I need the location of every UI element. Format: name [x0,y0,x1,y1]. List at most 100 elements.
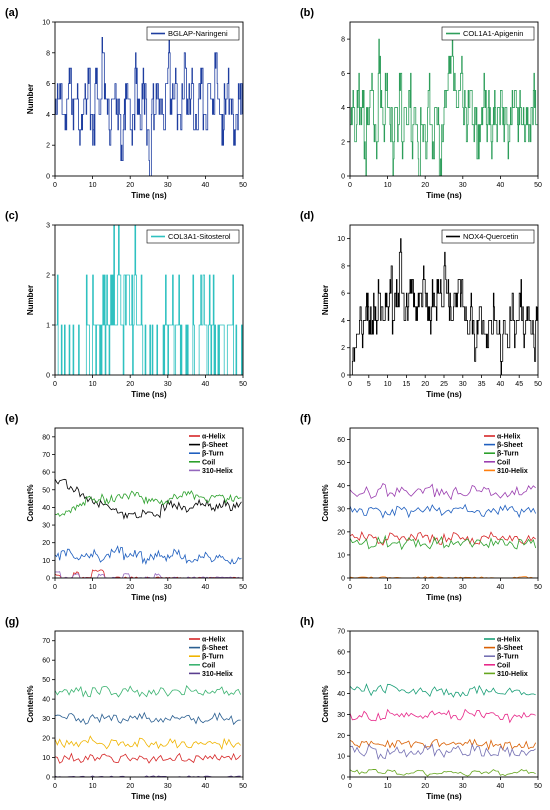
x-tick-label: 30 [459,584,467,591]
x-tick-label: 0 [53,182,57,189]
x-tick-label: 40 [202,182,210,189]
x-tick-label: 20 [421,182,429,189]
y-tick-label: 30 [337,506,345,513]
legend-label: α-Helix [497,434,520,441]
y-tick-label: 20 [42,736,50,743]
x-tick-label: 0 [53,783,57,790]
y-tick-label: 50 [337,670,345,677]
y-axis-label: Number [26,285,35,315]
chart-panel-4: (d) 0 5 10 15 20 25 30 35 40 45 50 0 2 4 6 8 10 Time (ns) N… [300,210,542,399]
y-tick-label: 70 [42,638,50,645]
y-tick-label: 4 [341,318,345,325]
y-tick-label: 20 [337,733,345,740]
panel-label: (a) [5,7,19,19]
y-tick-label: 70 [42,452,50,459]
legend-label: β-Turn [202,451,224,458]
y-tick-label: 0 [341,174,345,181]
x-tick-label: 10 [89,783,97,790]
legend-label: Coil [497,662,510,669]
legend-label: α-Helix [202,637,225,644]
y-tick-label: 8 [46,50,50,57]
y-tick-label: 6 [341,291,345,298]
x-tick-label: 50 [239,381,247,388]
legend-box [441,26,535,41]
x-tick-label: 50 [239,182,247,189]
x-tick-label: 0 [53,381,57,388]
x-tick-label: 30 [164,584,172,591]
y-tick-label: 2 [341,345,345,352]
y-tick-label: 80 [42,434,50,441]
x-tick-label: 30 [164,381,172,388]
y-tick-label: 50 [337,460,345,467]
legend-label: β-Turn [497,451,519,458]
y-tick-label: 20 [42,540,50,547]
legend-label: β-Turn [497,654,519,661]
y-tick-label: 0 [46,576,50,583]
legend-box [146,26,240,41]
y-tick-label: 6 [341,71,345,78]
x-tick-label: 10 [89,381,97,388]
y-tick-label: 0 [341,775,345,782]
x-tick-label: 50 [534,584,542,591]
y-tick-label: 30 [337,712,345,719]
legend-label: BGLAP-Naringeni [168,29,228,38]
plot-frame [54,224,244,376]
x-tick-label: 40 [202,381,210,388]
plot-frame [349,427,539,579]
x-axis-label: Time (ns) [426,191,462,200]
x-tick-label: 40 [497,584,505,591]
y-tick-label: 4 [341,105,345,112]
legend-label: β-Sheet [497,442,523,449]
y-axis-label: Number [26,84,35,114]
chart-panel-5: (e) 0 10 20 30 40 50 0 10 20 30 40 50 60 70 80 Time (ns)… [5,413,247,602]
series-line-2 [55,711,241,726]
series-line-5 [55,775,241,777]
x-axis-label: Time (ns) [131,191,167,200]
x-tick-label: 50 [534,182,542,189]
x-tick-label: 40 [497,381,505,388]
x-axis-label: Time (ns) [131,792,167,801]
legend-label: α-Helix [497,637,520,644]
x-tick-label: 30 [164,182,172,189]
x-tick-label: 50 [239,584,247,591]
series-line-4 [55,684,242,698]
x-tick-label: 30 [459,783,467,790]
y-axis-label: Content% [321,484,330,521]
legend-label: α-Helix [202,434,225,441]
x-tick-label: 10 [89,182,97,189]
x-axis-label: Time (ns) [426,593,462,602]
x-tick-label: 50 [534,783,542,790]
y-tick-label: 2 [46,143,50,150]
y-axis-label: Number [321,285,330,315]
y-axis-label: Content% [26,484,35,521]
y-tick-label: 0 [341,373,345,380]
y-tick-label: 0 [46,373,50,380]
x-tick-label: 0 [348,381,352,388]
series-line-3 [55,545,242,566]
series-line-3 [55,735,241,751]
x-tick-label: 30 [164,783,172,790]
x-tick-label: 40 [497,182,505,189]
y-tick-label: 60 [42,470,50,477]
panel-label: (d) [300,210,314,222]
series-line-1 [55,37,243,176]
chart-panel-7: (g) 0 10 20 30 40 50 0 10 20 30 40 50 60 70 Time (ns) Co… [5,616,247,801]
y-axis-label: Content% [321,685,330,722]
y-tick-label: 0 [341,576,345,583]
panel-label: (e) [5,413,19,425]
x-axis-label: Time (ns) [426,390,462,399]
y-tick-label: 50 [42,677,50,684]
x-tick-label: 0 [348,182,352,189]
x-axis-label: Time (ns) [131,593,167,602]
legend-label: Coil [202,662,215,669]
y-tick-label: 2 [46,273,50,280]
legend-label: 310-Helix [202,671,233,678]
series-line-5 [350,769,536,777]
series-line-2 [350,503,537,519]
chart-panel-2: (b) 0 10 20 30 40 50 0 2 4 6 8 Time (ns) COL1A1-Apige… [300,7,542,200]
x-tick-label: 5 [367,381,371,388]
panel-label: (h) [300,616,314,628]
x-axis-label: Time (ns) [131,390,167,399]
x-tick-label: 25 [440,381,448,388]
